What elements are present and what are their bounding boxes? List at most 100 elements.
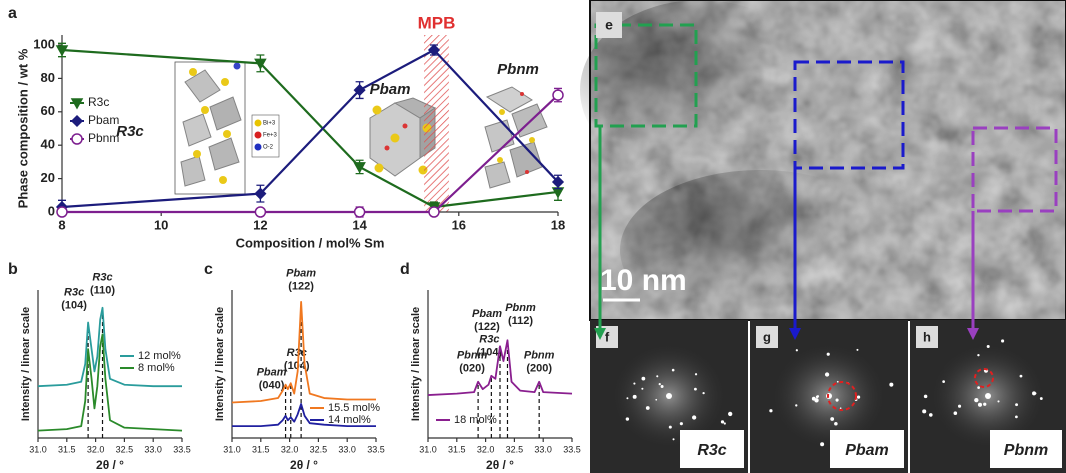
fft-spot xyxy=(645,406,650,410)
peak-hkl: (122) xyxy=(288,281,314,293)
fft-spot xyxy=(626,397,629,400)
fft-spot xyxy=(977,354,980,357)
panel-label: g xyxy=(763,329,771,344)
inset-legend-label: Fe+3 xyxy=(263,133,278,139)
fft-spot xyxy=(633,382,636,385)
fft-spot xyxy=(986,345,990,349)
phase-label: Pbnm xyxy=(1004,442,1048,459)
x-tick-label: 31.0 xyxy=(223,444,241,454)
fft-spot xyxy=(660,385,664,389)
marker xyxy=(427,43,441,57)
legend-label: 15.5 mol% xyxy=(328,402,380,414)
x-tick-label: 32.0 xyxy=(87,444,105,454)
marker xyxy=(56,206,68,218)
marker xyxy=(428,206,440,218)
fft-spot xyxy=(656,375,659,378)
band xyxy=(424,35,449,212)
x-tick-label: 18 xyxy=(551,217,565,232)
x-tick-label: 33.0 xyxy=(338,444,356,454)
fft-spot xyxy=(839,407,842,409)
inset-legend-dot xyxy=(254,131,262,139)
fft-spot xyxy=(834,422,838,426)
x-axis-label: 2θ / ° xyxy=(486,458,514,472)
x-axis-label: Composition / mol% Sm xyxy=(236,235,385,250)
x-axis-label: 2θ / ° xyxy=(96,458,124,472)
peak-hkl: (104) xyxy=(477,347,503,359)
peak-phase: R3c xyxy=(64,286,84,298)
fft-spot xyxy=(672,438,675,441)
fft-spot xyxy=(811,396,816,401)
fft-spot xyxy=(856,348,859,351)
marker xyxy=(71,133,83,145)
series-line xyxy=(37,333,183,432)
peak-phase: R3c xyxy=(92,272,112,284)
band-label: MPB xyxy=(418,13,456,32)
x-tick-label: 31.0 xyxy=(29,444,47,454)
fft-spot xyxy=(983,402,987,406)
fft-spot xyxy=(977,402,983,407)
fft-spot xyxy=(1019,374,1023,378)
panel-label: c xyxy=(204,261,213,278)
fft-spot xyxy=(1032,391,1036,396)
scale-bar-label: 10 nm xyxy=(600,264,687,297)
legend-label: 14 mol% xyxy=(328,414,371,426)
x-tick-label: 33.0 xyxy=(144,444,162,454)
x-tick-label: 31.0 xyxy=(419,444,437,454)
marker xyxy=(254,206,267,218)
annotation: Pbnm xyxy=(497,61,539,78)
x-tick-label: 32.5 xyxy=(506,444,524,454)
fft-spot xyxy=(1015,415,1018,419)
series-line xyxy=(232,403,376,428)
inset-legend-label: Bi+3 xyxy=(263,121,276,127)
fft-spot xyxy=(769,409,773,413)
panel-label: h xyxy=(923,329,931,344)
legend-label: 18 mol% xyxy=(454,414,497,426)
y-axis-label: Phase composition / wt % xyxy=(15,48,30,208)
legend-label: Pbam xyxy=(88,113,119,127)
fft-spot xyxy=(889,382,894,387)
peak-phase: Pbnm xyxy=(457,350,488,362)
x-tick-label: 32.0 xyxy=(477,444,495,454)
series-line xyxy=(37,306,182,388)
fft-spot xyxy=(692,415,697,420)
x-tick-label: 32.0 xyxy=(281,444,299,454)
legend-label: 8 mol% xyxy=(138,362,175,374)
fft-spot xyxy=(795,349,798,352)
fft-spot xyxy=(625,417,630,421)
fft-spot xyxy=(632,394,637,399)
series-line xyxy=(62,94,559,214)
fft-spot xyxy=(671,368,675,372)
x-tick-label: 8 xyxy=(58,217,65,232)
peak-hkl: (122) xyxy=(474,321,500,333)
fft-spot xyxy=(942,380,945,383)
inset-legend-dot xyxy=(254,143,262,151)
fft-spot xyxy=(655,398,658,401)
legend-label: R3c xyxy=(88,95,109,109)
panel-label: f xyxy=(605,329,610,344)
peak-phase: Pbnm xyxy=(505,302,536,314)
fft-spot xyxy=(1015,403,1019,407)
y-tick-label: 0 xyxy=(48,203,55,218)
fft-spot xyxy=(856,395,861,399)
x-tick-label: 33.5 xyxy=(563,444,581,454)
fft-spot xyxy=(957,404,962,408)
y-axis-label: Intensity / linear scale xyxy=(214,307,226,421)
x-tick-label: 33.5 xyxy=(173,444,191,454)
fft-spot xyxy=(974,397,979,403)
x-tick-label: 12 xyxy=(253,217,267,232)
fft-spot xyxy=(702,392,705,395)
marker xyxy=(254,187,267,200)
fft-spot xyxy=(658,382,661,386)
marker xyxy=(552,89,564,101)
fft-spot xyxy=(836,380,839,383)
annotation: R3c xyxy=(116,123,144,140)
x-tick-label: 31.5 xyxy=(58,444,76,454)
marker xyxy=(254,58,267,70)
arrows xyxy=(594,126,979,340)
inset-legend-label: O-2 xyxy=(263,145,274,151)
peak-hkl: (200) xyxy=(526,363,552,375)
fft-spot xyxy=(668,425,672,429)
x-tick-label: 32.5 xyxy=(116,444,134,454)
fft-panels xyxy=(590,320,1066,473)
panel-label: a xyxy=(8,5,17,22)
